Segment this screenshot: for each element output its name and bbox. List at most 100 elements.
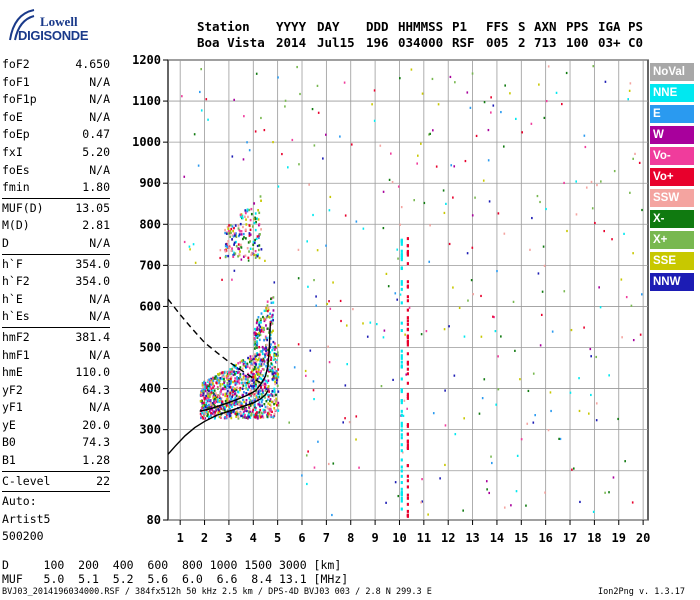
echo-point [269,346,272,349]
echo-point [344,384,347,387]
echo-point [244,209,247,212]
echo-point [248,224,251,227]
echo-point [202,407,205,410]
echo-point [209,384,212,387]
echo-point [500,335,502,338]
echo-point [240,233,243,236]
echo-point [244,365,247,368]
param-value: N/A [89,347,110,362]
echo-point [212,405,215,408]
echo-point [270,343,272,346]
echo-point [263,339,265,342]
echo-point [231,394,234,397]
echo-point [213,389,216,392]
echo-point [251,225,254,228]
echo-point [291,138,294,142]
y-tick-label: 1100 [132,94,161,108]
echo-point [219,249,222,252]
legend-item: NNW [650,273,694,291]
legend-item: W [650,126,694,144]
echo-point [391,180,394,184]
echo-point [262,374,265,377]
echo-point [272,340,275,344]
echo-point [563,290,566,293]
echo-point [270,413,273,417]
echo-point [221,400,224,403]
echo-point [230,392,233,395]
echo-point [219,256,221,260]
interference-point [406,308,409,312]
echo-point [256,385,259,388]
echo-point [247,356,249,360]
echo-point [232,255,235,258]
interference-point [400,267,403,271]
echo-point [208,395,211,398]
echo-point [242,362,245,366]
echo-point [224,250,227,253]
echo-point [225,232,228,235]
echo-point [237,415,240,418]
echo-point [264,318,267,321]
echo-point [570,328,573,332]
echo-point [612,476,615,479]
echo-point [256,320,259,323]
echo-point [432,129,434,132]
interference-point [406,396,409,400]
echo-point [604,491,606,494]
echo-point [316,249,319,252]
echo-point [485,480,488,483]
interference-point [400,249,403,253]
echo-point [213,402,215,406]
echo-point [229,414,232,417]
echo-point [244,237,247,240]
echo-point [233,253,236,256]
echo-point [339,299,342,303]
echo-point [260,312,263,315]
echo-point [232,373,235,377]
echo-point [260,411,263,415]
echo-point [250,357,252,361]
echo-point [220,407,222,410]
echo-point [536,194,539,198]
echo-point [534,414,536,417]
echo-point [254,374,257,377]
param-value: 4.650 [75,57,110,71]
echo-point [520,438,523,441]
echo-point [268,316,271,319]
echo-point [259,376,261,380]
echo-point [264,389,267,392]
echo-point [397,185,400,188]
echo-point [214,392,217,395]
echo-point [214,415,217,419]
param-row: foF1p N/A [2,91,110,109]
interference-point [406,319,409,323]
echo-point [317,440,319,443]
echo-point [273,412,276,416]
echo-point [256,353,259,356]
echo-point [224,248,227,252]
echo-point [382,190,385,193]
echo-point [249,404,252,407]
y-tick-label: 1200 [132,53,161,67]
echo-point [229,368,232,371]
echo-point [514,349,516,352]
echo-point [493,315,495,319]
echo-point [342,421,344,424]
echo-point [255,335,258,338]
echo-point [232,410,235,413]
echo-point [260,330,263,333]
echo-point [249,390,252,393]
echo-point [329,195,332,199]
echo-point [448,325,450,328]
echo-point [472,293,475,296]
echo-point [217,411,220,415]
echo-point [229,380,232,383]
echo-point [256,326,259,329]
echo-point [214,394,217,397]
echo-point [399,223,402,226]
echo-point [464,159,467,163]
echo-point [229,391,232,394]
echo-point [276,351,279,354]
echo-point [248,357,251,361]
echo-point [274,345,277,349]
